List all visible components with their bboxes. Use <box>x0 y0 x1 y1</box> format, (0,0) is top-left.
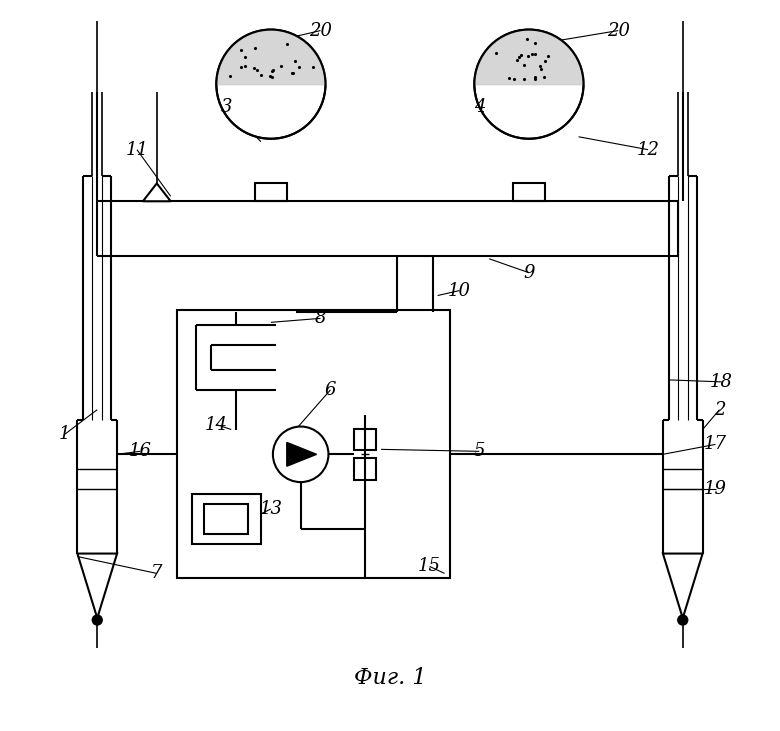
Bar <box>354 458 376 480</box>
Circle shape <box>273 426 328 482</box>
Polygon shape <box>77 553 117 618</box>
Text: 17: 17 <box>704 436 727 453</box>
Circle shape <box>216 29 325 139</box>
Text: Фиг. 1: Фиг. 1 <box>354 667 426 689</box>
Bar <box>255 183 287 201</box>
Bar <box>354 428 376 450</box>
Text: 4: 4 <box>473 98 485 116</box>
Text: 13: 13 <box>260 500 282 518</box>
Text: 3: 3 <box>221 98 232 116</box>
Polygon shape <box>287 442 317 466</box>
Circle shape <box>678 615 688 625</box>
Bar <box>204 504 248 534</box>
Text: 18: 18 <box>710 373 733 391</box>
Bar <box>176 311 449 578</box>
Text: 11: 11 <box>126 140 148 159</box>
Bar <box>192 494 261 544</box>
Text: 6: 6 <box>324 381 336 399</box>
Circle shape <box>92 615 102 625</box>
Text: 12: 12 <box>636 140 660 159</box>
Text: 15: 15 <box>418 558 441 575</box>
Bar <box>513 183 544 201</box>
Text: 5: 5 <box>473 442 485 461</box>
Text: 19: 19 <box>704 480 727 498</box>
Text: 8: 8 <box>315 309 326 327</box>
Text: 14: 14 <box>205 415 228 433</box>
Polygon shape <box>663 553 703 618</box>
Text: 7: 7 <box>151 564 162 583</box>
Text: 9: 9 <box>523 264 534 281</box>
Text: 1: 1 <box>58 425 70 444</box>
Text: 20: 20 <box>607 22 629 39</box>
Text: 20: 20 <box>309 22 332 39</box>
Text: 16: 16 <box>129 442 151 461</box>
Polygon shape <box>143 183 171 201</box>
Circle shape <box>474 29 583 139</box>
Text: 10: 10 <box>448 281 471 300</box>
Text: 2: 2 <box>714 401 725 419</box>
